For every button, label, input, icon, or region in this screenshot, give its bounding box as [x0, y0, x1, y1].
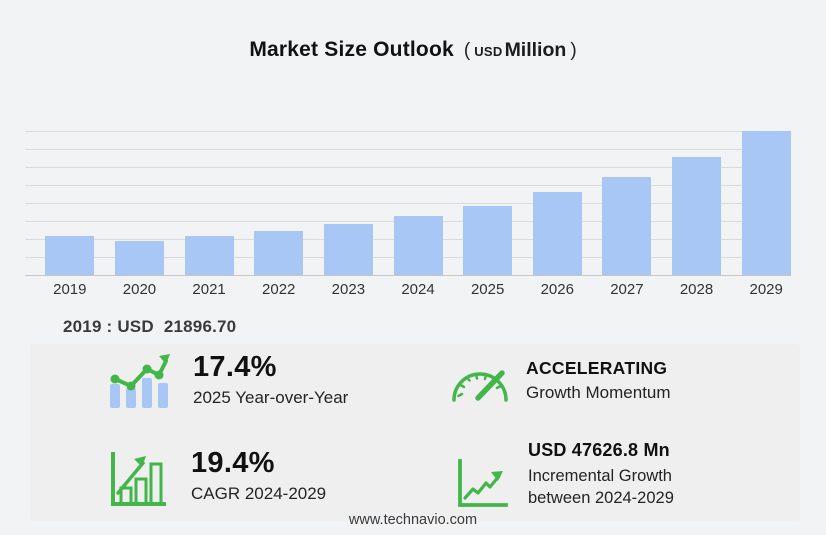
unit-paren-close: ) [570, 40, 577, 61]
gridline [25, 203, 791, 204]
stat-yoy-growth: 17.4% 2025 Year-over-Year [107, 352, 348, 413]
cagr-label: CAGR 2024-2029 [191, 484, 327, 504]
incremental-label-line1: Incremental Growth [528, 466, 672, 485]
bar-2028 [672, 157, 722, 275]
x-axis-line [25, 275, 791, 276]
bar-2027 [602, 177, 652, 275]
base-year-value: 21896.70 [163, 317, 237, 336]
growth-bars-icon [107, 448, 167, 515]
footer-url: www.technavio.com [348, 512, 478, 528]
stat-incremental-growth: USD 47626.8 Mn Incremental Growth betwee… [452, 440, 674, 515]
incremental-label-line2: between 2024-2029 [528, 489, 674, 508]
trend-bars-icon [107, 352, 171, 413]
x-label-2023: 2023 [331, 281, 366, 298]
x-label-2029: 2029 [749, 281, 783, 298]
momentum-value: ACCELERATING [526, 358, 668, 378]
gauge-icon [450, 356, 510, 409]
x-label-2026: 2026 [540, 281, 574, 298]
bar-2025 [463, 206, 513, 275]
yoy-label: 2025 Year-over-Year [193, 388, 349, 408]
gridline [25, 167, 791, 168]
line-chart-icon [452, 458, 508, 515]
stat-cagr: 19.4% CAGR 2024-2029 [107, 448, 326, 515]
unit-word: Million [504, 39, 567, 61]
momentum-label: Growth Momentum [526, 383, 671, 402]
bar-2019 [45, 236, 95, 275]
gridline [25, 185, 791, 186]
bar-2024 [393, 216, 443, 275]
base-year-label: 2019 : USD [63, 317, 154, 336]
x-axis-labels: 2019 2020 2021 2022 2023 2024 2025 2026 2027 2028… [25, 281, 791, 299]
unit-paren-open: ( [463, 40, 471, 61]
bar-2029 [741, 131, 791, 275]
cagr-value: 19.4% [191, 447, 275, 479]
page-title: Market Size Outlook (USD Million) [0, 38, 826, 62]
unit-currency: USD [474, 44, 503, 59]
x-label-2028: 2028 [679, 281, 714, 298]
bar-chart-plot [25, 131, 791, 276]
x-label-2024: 2024 [401, 281, 435, 298]
yoy-value: 17.4% [193, 351, 277, 383]
stat-growth-momentum: ACCELERATING Growth Momentum [450, 356, 671, 409]
bar-2023 [323, 224, 373, 275]
incremental-value: USD 47626.8 Mn [528, 440, 670, 460]
base-year-annotation: 2019 : USD 21896.70 [63, 317, 236, 337]
x-label-2021: 2021 [192, 281, 226, 298]
gridline [25, 131, 791, 132]
bar-2026 [532, 192, 582, 275]
x-label-2027: 2027 [610, 281, 644, 298]
title-text: Market Size Outlook [249, 38, 454, 61]
x-label-2025: 2025 [470, 281, 505, 298]
x-label-2020: 2020 [122, 281, 157, 298]
x-label-2022: 2022 [262, 281, 296, 298]
gridline [25, 149, 791, 150]
bar-2022 [254, 231, 304, 275]
bar-2021 [184, 236, 234, 275]
bar-2020 [114, 241, 164, 275]
x-label-2019: 2019 [53, 281, 87, 298]
